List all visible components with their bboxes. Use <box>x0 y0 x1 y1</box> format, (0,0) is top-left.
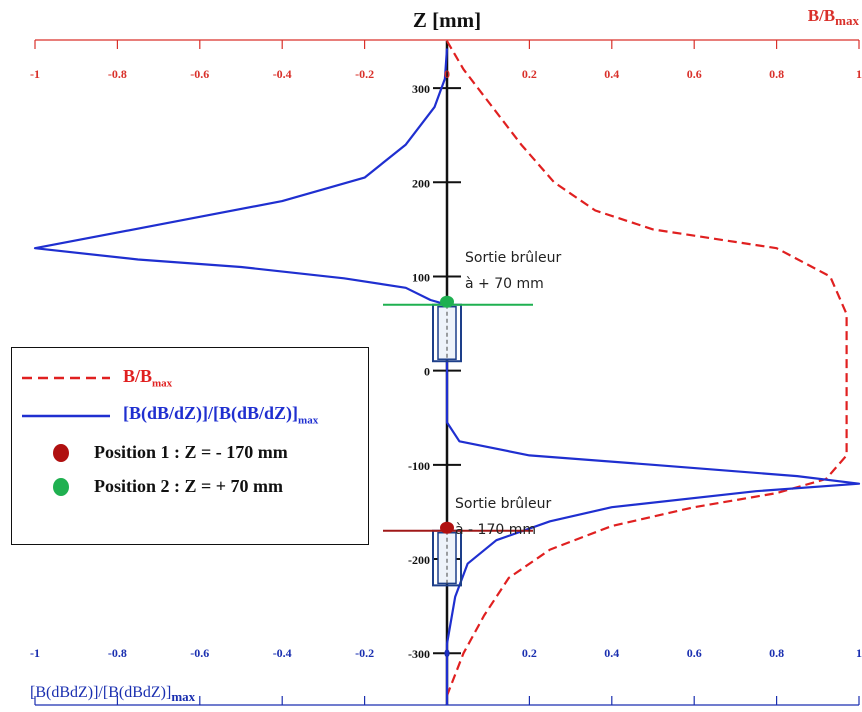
top-tick-label-9: 0.8 <box>769 67 784 81</box>
bottom-tick-label-9: 0.8 <box>769 646 784 660</box>
series-gradient_ratio <box>33 48 861 705</box>
top-tick-label-1: -0.8 <box>108 67 127 81</box>
bottom-tick-label-10: 1 <box>856 646 862 660</box>
burner-group <box>383 295 533 587</box>
top-tick-label-8: 0.6 <box>687 67 702 81</box>
legend: B/Bmax [B(dB/dZ)]/[B(dB/dZ)]max Position… <box>11 347 369 545</box>
bottom-tick-label-2: -0.6 <box>190 646 209 660</box>
top-tick-label-10: 1 <box>856 67 862 81</box>
legend-label-b-ratio: B/Bmax <box>123 366 173 390</box>
z-tick-label-4: -100 <box>408 459 430 473</box>
bottom-tick-label-8: 0.6 <box>687 646 702 660</box>
labels-group: -1 -0.8 -0.6 -0.4 -0.2 0 0.2 0.4 0.6 0.8 1 -1 -0.8 -0… <box>30 6 862 704</box>
curves-group <box>33 40 861 705</box>
annotation-1-line2: à - 170 mm <box>455 522 536 538</box>
top-tick-label-0: -1 <box>30 67 40 81</box>
series-b_ratio <box>445 40 848 696</box>
bottom-tick-label-7: 0.4 <box>604 646 619 660</box>
z-tick-label-1: 200 <box>412 176 430 190</box>
bottom-tick-label-1: -0.8 <box>108 646 127 660</box>
top-tick-label-7: 0.4 <box>604 67 619 81</box>
legend-label-position2: Position 2 : Z = + 70 mm <box>94 476 284 496</box>
top-axis-title: B/Bmax <box>808 6 860 28</box>
top-tick-label-4: -0.2 <box>355 67 374 81</box>
legend-position2-dot <box>53 478 69 496</box>
annotation-1-line1: Sortie brûleur <box>455 496 552 512</box>
z-tick-label-6: -300 <box>408 647 430 661</box>
bottom-axis-title: [B(dBdZ)]/[B(dBdZ)]max <box>30 684 196 704</box>
top-tick-label-5: 0 <box>444 67 450 81</box>
annotation-0-line2: à + 70 mm <box>465 276 544 292</box>
z-axis-title: Z [mm] <box>413 8 481 32</box>
z-tick-label-5: -200 <box>408 553 430 567</box>
z-tick-label-0: 300 <box>412 82 430 96</box>
annotation-0-line1: Sortie brûleur <box>465 250 562 266</box>
z-tick-label-3: 0 <box>424 365 430 379</box>
top-tick-label-6: 0.2 <box>522 67 537 81</box>
top-tick-label-2: -0.6 <box>190 67 209 81</box>
legend-label-position1: Position 1 : Z = - 170 mm <box>94 442 288 462</box>
z-tick-label-2: 100 <box>412 270 430 284</box>
bottom-tick-label-0: -1 <box>30 646 40 660</box>
top-tick-label-3: -0.4 <box>273 67 292 81</box>
marker-dot-1 <box>440 295 454 308</box>
bottom-tick-label-4: -0.2 <box>355 646 374 660</box>
legend-symbols <box>22 376 110 496</box>
bottom-tick-label-6: 0.2 <box>522 646 537 660</box>
marker-dot-0 <box>440 521 454 534</box>
legend-position1-dot <box>53 444 69 462</box>
legend-label-gradient: [B(dB/dZ)]/[B(dB/dZ)]max <box>123 403 319 427</box>
bottom-tick-label-5: 0 <box>444 646 450 660</box>
bottom-tick-label-3: -0.4 <box>273 646 292 660</box>
